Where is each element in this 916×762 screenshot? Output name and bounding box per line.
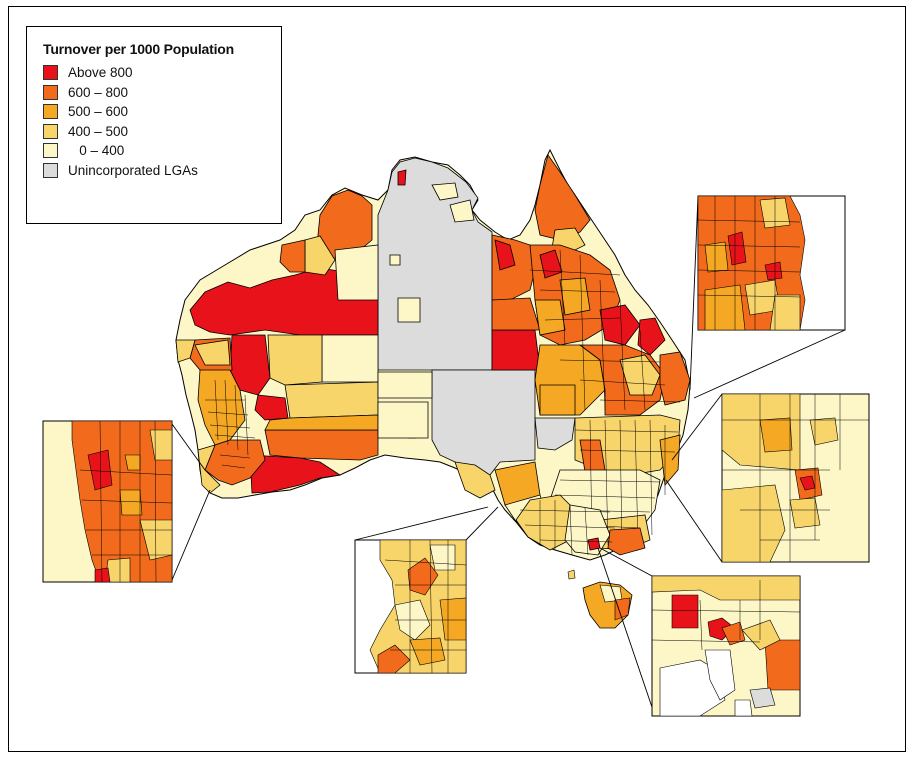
nt-katherine xyxy=(389,254,401,266)
legend-items: Above 800 600 – 800 500 – 600 400 – 500 … xyxy=(43,63,281,180)
qld-southeast-mix xyxy=(619,354,661,396)
wa-broome-orange xyxy=(279,239,306,273)
brisbane-inset xyxy=(697,195,846,331)
tasmania-island xyxy=(567,569,576,580)
nsw-small-lga-grid xyxy=(554,419,679,549)
nt-arnhem-yellow xyxy=(449,199,475,223)
qld-west-red xyxy=(491,329,541,371)
qld-doomadgee-red xyxy=(494,239,516,271)
nt-darwin-red xyxy=(397,169,407,186)
tasmania-east-orange xyxy=(614,597,631,621)
wa-wheatbelt-mix-2 xyxy=(204,439,266,486)
legend-label: 400 – 500 xyxy=(68,123,129,139)
vic-gippsland-orange xyxy=(607,527,646,556)
legend-item-unincorporated: Unincorporated LGAs xyxy=(43,161,281,181)
legend-swatch xyxy=(43,104,58,120)
legend-item-0-400: 0 – 400 xyxy=(43,141,281,161)
qld-central-yellow-1 xyxy=(559,277,591,316)
nt-top-yellow xyxy=(431,182,459,201)
legend-label: 500 – 600 xyxy=(68,104,129,120)
melbourne-inset xyxy=(651,575,801,717)
wa-goldfields-yellow xyxy=(284,381,379,419)
unincorporated-nsw-west xyxy=(534,417,576,451)
vic-small-lga-grid xyxy=(519,500,616,556)
vic-west-yellow xyxy=(515,494,576,551)
legend-item-500-600: 500 – 600 xyxy=(43,102,281,122)
legend-item-400-500: 400 – 500 xyxy=(43,122,281,142)
wa-southwest-yellow xyxy=(197,444,221,494)
legend-swatch xyxy=(43,84,58,100)
nt-tennant-creek xyxy=(397,297,421,323)
qld-cape-york-orange xyxy=(534,154,591,241)
adelaide-inset xyxy=(354,539,467,674)
wa-small-lga-grid xyxy=(205,379,256,469)
inset-connector-lines xyxy=(171,195,846,717)
qld-central-yellow-2 xyxy=(534,299,566,336)
wa-carnarvon-yellow xyxy=(194,339,231,366)
legend-swatch xyxy=(43,143,58,159)
sa-eyre-yellow xyxy=(454,461,496,499)
map-legend: Turnover per 1000 Population Above 800 6… xyxy=(26,26,282,224)
wa-esperance-red xyxy=(249,454,342,494)
legend-label: 600 – 800 xyxy=(68,84,129,100)
legend-label: Unincorporated LGAs xyxy=(68,162,198,178)
qld-brisbane-region xyxy=(659,351,691,406)
wa-kalgoorlie-orange xyxy=(264,429,379,461)
wa-wiluna-yellow xyxy=(267,334,323,386)
qld-small-lga-grid xyxy=(529,249,681,411)
wa-ngaanyatjarra xyxy=(321,334,379,383)
wa-coolgardie-red xyxy=(254,394,289,421)
legend-label: Above 800 xyxy=(68,65,133,81)
wa-halls-creek xyxy=(334,244,379,301)
wa-shark-bay-yellow xyxy=(175,339,196,363)
qld-bulloo-yellow xyxy=(539,384,576,416)
perth-inset xyxy=(42,420,173,583)
sydney-inset xyxy=(721,393,870,563)
qld-mackay-red xyxy=(599,304,641,346)
qld-coast-red xyxy=(637,317,666,356)
legend-swatch xyxy=(43,123,58,139)
legend-title: Turnover per 1000 Population xyxy=(43,41,234,57)
legend-label: 0 – 400 xyxy=(68,143,125,159)
legend-swatch xyxy=(43,162,58,178)
sa-maralinga xyxy=(377,401,429,439)
legend-item-above-800: Above 800 xyxy=(43,63,281,83)
legend-item-600-800: 600 – 800 xyxy=(43,83,281,103)
sa-apy-lands xyxy=(377,371,433,399)
legend-swatch xyxy=(43,65,58,81)
